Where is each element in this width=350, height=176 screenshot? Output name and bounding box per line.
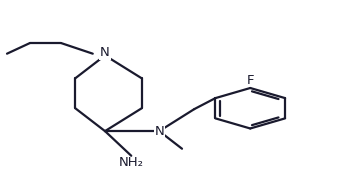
- Text: N: N: [100, 46, 110, 59]
- Text: NH₂: NH₂: [119, 156, 144, 169]
- Text: F: F: [246, 74, 254, 87]
- Text: N: N: [154, 125, 164, 138]
